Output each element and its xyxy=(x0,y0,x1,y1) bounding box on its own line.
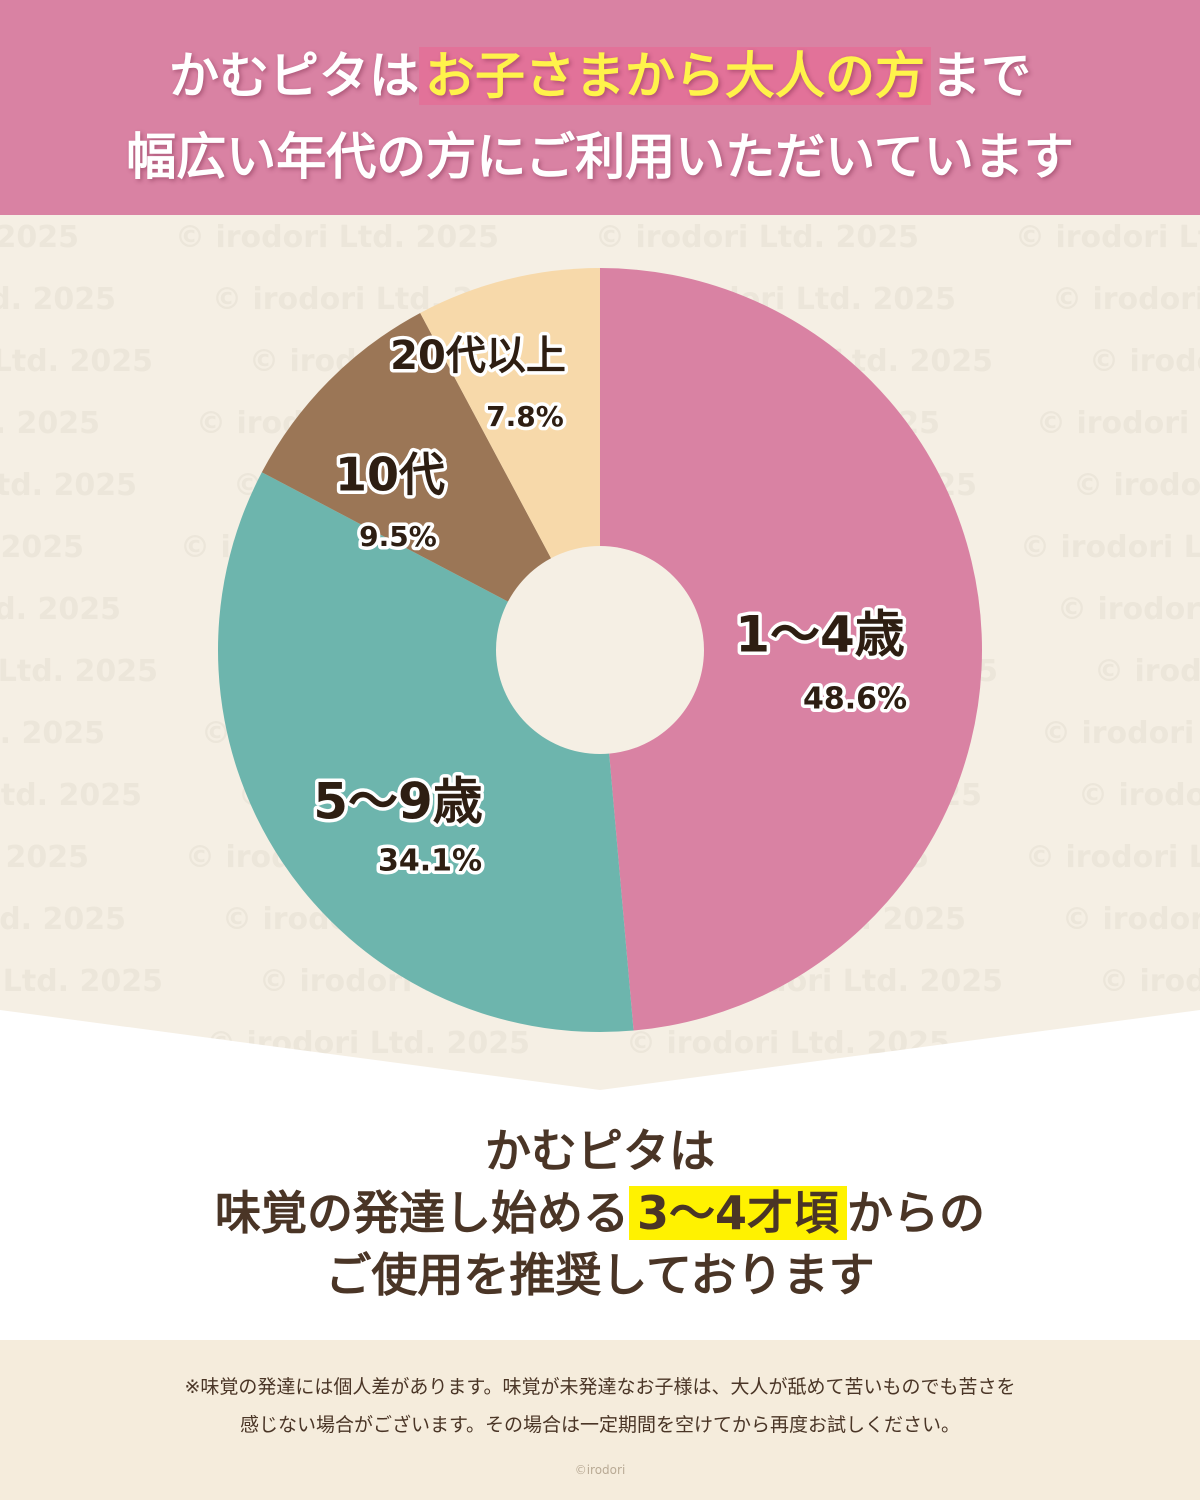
watermark-text: © irodori Ltd. 2025 xyxy=(1078,778,1200,813)
watermark-text: © irodori Ltd. 2025 xyxy=(1073,468,1200,503)
watermark-text: © irodori Ltd. 2025 xyxy=(1099,964,1200,999)
watermark-text: © irodori Ltd. 2025 xyxy=(1025,840,1200,875)
disclaimer-line2: 感じない場合がございます。その場合は一定期間を空けてから再度お試しください。 xyxy=(239,1414,961,1436)
watermark-text: © irodori Ltd. 2025 xyxy=(1052,282,1200,317)
watermark-text: © irodori Ltd. 2025 xyxy=(0,778,143,813)
slice-label: 10代 xyxy=(335,448,445,502)
slice-value-label: 7.8% xyxy=(486,400,564,433)
disclaimer-line1: ※味覚の発達には個人差があります。味覚が未発達なお子様は、大人が舐めて苦いもので… xyxy=(184,1376,1016,1398)
brand-credit: ©irodori xyxy=(574,1463,626,1477)
watermark-text: © irodori Ltd. 2025 xyxy=(0,592,122,627)
disclaimer-box: ※味覚の発達には個人差があります。味覚が未発達なお子様は、大人が舐めて苦いもので… xyxy=(0,1340,1200,1500)
conclusion-line2-prefix: 味覚の発達し始める xyxy=(214,1186,629,1240)
watermark-text: © irodori Ltd. 2025 xyxy=(0,530,85,565)
watermark-text: © irodori Ltd. 2025 xyxy=(1062,902,1200,937)
conclusion-line2-suffix: からの xyxy=(847,1186,985,1240)
conclusion-line2: 味覚の発達し始める 3〜4才頃 からの xyxy=(0,1182,1200,1244)
slice-value-label: 9.5% xyxy=(359,520,437,553)
slice-value-label: 34.1% xyxy=(378,844,482,879)
watermark-text: © irodori Ltd. 2025 xyxy=(0,964,164,999)
pie-slice xyxy=(218,472,634,1033)
watermark-text: © irodori Ltd. 2025 xyxy=(1041,716,1200,751)
header-banner: かむピタは お子さまから大人の方 まで 幅広い年代の方にご利用いただいています xyxy=(0,0,1200,215)
pie-slice xyxy=(420,268,600,650)
watermark-text: © irodori Ltd. 2025 xyxy=(0,220,80,255)
slice-label: 5〜9歳 xyxy=(313,773,483,831)
donut-hole xyxy=(496,546,704,754)
watermark-text: © irodori Ltd. 2025 xyxy=(1094,654,1200,689)
watermark-text: © irodori Ltd. 2025 xyxy=(595,220,920,255)
title-suffix: まで xyxy=(931,47,1031,105)
conclusion-panel xyxy=(0,1010,1200,1340)
conclusion-line1: かむピタは xyxy=(485,1124,715,1178)
watermark-text: © irodori Ltd. 2025 xyxy=(1057,592,1200,627)
slice-value-label: 48.6% xyxy=(803,682,907,717)
watermark-text: © irodori Ltd. 2025 xyxy=(1020,530,1200,565)
conclusion-line3: ご使用を推奨しております xyxy=(325,1248,875,1302)
pie-slice xyxy=(600,268,983,1031)
watermark-text: © irodori Ltd. 2025 xyxy=(0,406,101,441)
title-prefix: かむピタは xyxy=(169,47,419,105)
watermark-text: © irodori Ltd. 2025 xyxy=(0,716,106,751)
watermark-text: © irodori Ltd. 2025 xyxy=(0,282,117,317)
header-title-line2: 幅広い年代の方にご利用いただいています xyxy=(126,128,1074,186)
watermark-text: © irodori Ltd. 2025 xyxy=(0,902,127,937)
slice-label: 20代以上 xyxy=(390,333,566,379)
recommended-age-highlight: 3〜4才頃 xyxy=(628,1186,847,1240)
watermark-text: © irodori Ltd. 2025 xyxy=(175,220,500,255)
disclaimer-text: ※味覚の発達には個人差があります。味覚が未発達なお子様は、大人が舐めて苦いもので… xyxy=(60,1368,1140,1444)
watermark-text: © irodori Ltd. 2025 xyxy=(0,468,138,503)
watermark-text: © irodori Ltd. 2025 xyxy=(0,344,154,379)
header-title-line1: かむピタは お子さまから大人の方 まで xyxy=(0,36,1200,108)
watermark-text: © irodori Ltd. 2025 xyxy=(0,654,159,689)
watermark-text: © irodori Ltd. 2025 xyxy=(1015,220,1200,255)
slice-label: 1〜4歳 xyxy=(735,606,905,664)
title-highlight: お子さまから大人の方 xyxy=(419,47,931,105)
watermark-text: © irodori Ltd. 2025 xyxy=(1089,344,1200,379)
conclusion-text: かむピタは 味覚の発達し始める 3〜4才頃 からの ご使用を推奨しております xyxy=(0,1120,1200,1306)
watermark-text: © irodori Ltd. 2025 xyxy=(0,840,90,875)
watermark-text: © irodori Ltd. 2025 xyxy=(1036,406,1200,441)
pie-slice xyxy=(261,312,600,650)
